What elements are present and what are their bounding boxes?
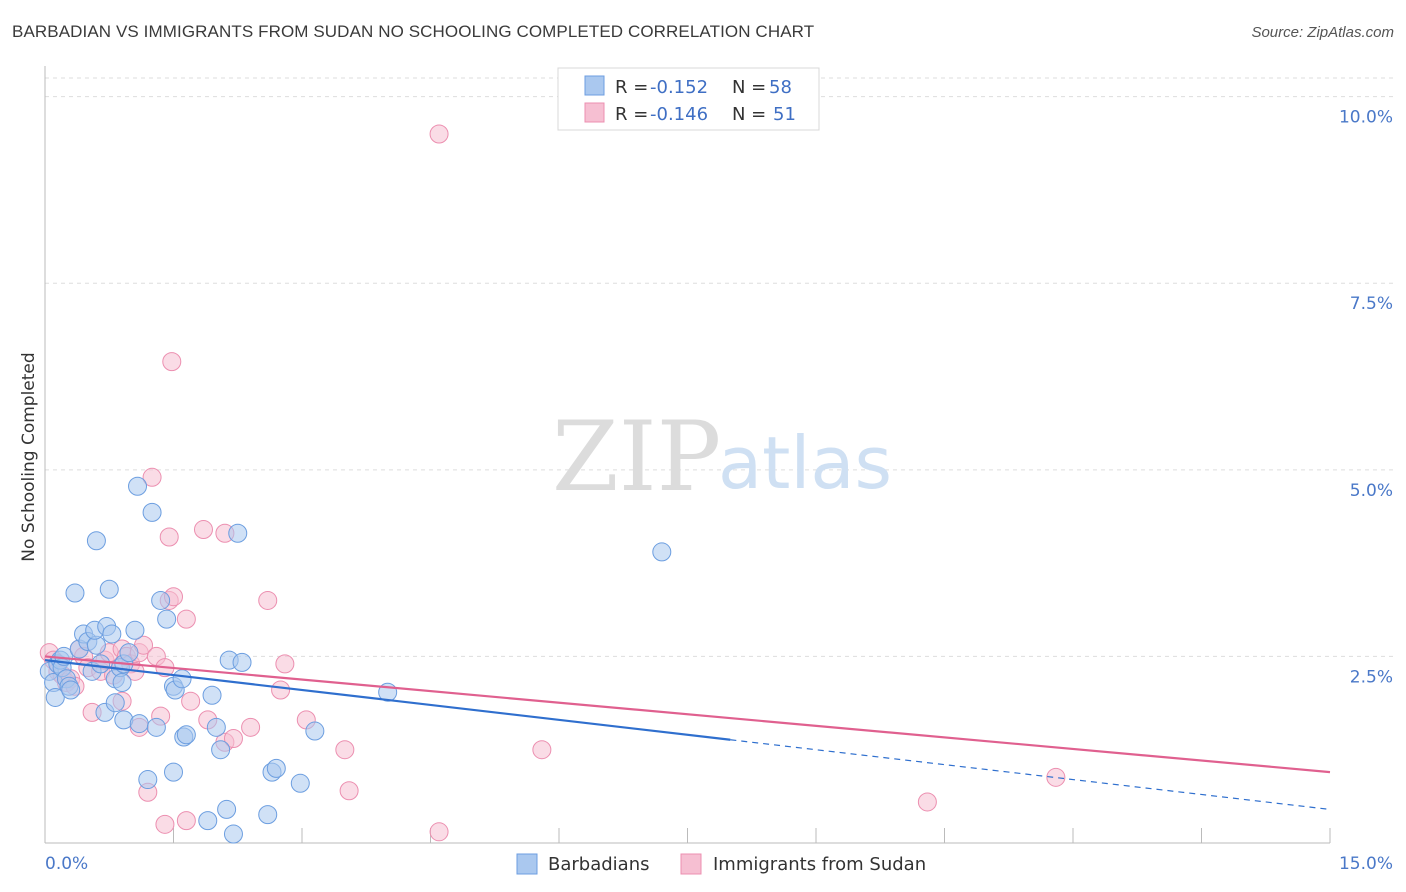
barbadian-point [211,740,231,760]
bottom-legend-label-sudan: Immigrants from Sudan [713,854,926,875]
sudan-point [223,729,243,749]
legend-r-label-2: R = [615,104,648,125]
legend-swatch-barbadians [584,75,605,96]
sudan-point [162,352,182,372]
trend-lines [44,655,1331,811]
barbadian-point [151,590,171,610]
sudan-point [159,527,179,547]
sudan-point [271,680,291,700]
sudan-point [193,520,213,540]
legend-swatch-sudan [584,102,605,123]
series-barbadians-points [39,476,672,844]
barbadian-point [202,685,222,705]
bottom-legend-label-barbadians: Barbadians [548,854,649,875]
barbadian-point [125,620,145,640]
y-axis-label: No Schooling Completed [19,352,39,561]
barbadian-point [146,717,166,737]
x-tick-labels: 0.0% 15.0% [45,854,1393,874]
legend-r-value-2: -0.146 [650,104,708,125]
y-tick-labels: 2.5% 5.0% 7.5% 10.0% [1339,108,1393,688]
legend-n-value-2: 51 [773,104,796,125]
barbadian-point [138,770,158,790]
x-tick-label: 15.0% [1339,854,1393,874]
barbadian-point [172,669,192,689]
barbadian-point [128,476,148,496]
legend-n-value-1: 58 [769,77,792,98]
barbadian-point [142,502,162,522]
barbadian-point [65,583,85,603]
x-tick-label: 0.0% [45,854,88,874]
sudan-point [429,822,449,842]
barbadian-point [176,725,196,745]
barbadian-point [61,680,81,700]
barbadian-point [266,758,286,778]
sudan-point [275,654,295,674]
watermark-atlas: atlas [718,421,892,505]
barbadian-point [223,824,243,844]
trend-line-barbadians-extension [730,739,1331,811]
sudan-point [1046,767,1066,787]
barbadian-point [45,687,65,707]
y-tick-label: 2.5% [1350,667,1393,687]
barbadian-point [99,579,119,599]
sudan-point [532,740,552,760]
sudan-point [142,467,162,487]
sudan-point [429,124,449,144]
legend-n-label-2: N = [732,104,766,125]
legend-r-label-1: R = [615,77,648,98]
sudan-point [241,717,261,737]
source-attribution: Source: ZipAtlas.com [1251,24,1394,41]
barbadian-point [206,717,226,737]
sudan-point [258,590,278,610]
legend-n-label-1: N = [732,77,766,98]
barbadian-point [157,609,177,629]
barbadian-point [258,805,278,825]
barbadian-point [112,673,132,693]
barbadian-point [102,624,122,644]
trend-line-sudan [44,655,1331,774]
barbadian-point [91,654,111,674]
barbadian-point [105,693,125,713]
sudan-point [917,792,937,812]
y-tick-label: 7.5% [1350,294,1393,314]
trend-line-barbadians [44,659,731,741]
legend-r-value-1: -0.152 [650,77,708,98]
sudan-point [176,609,196,629]
barbadian-point [129,714,149,734]
chart-title: BARBADIAN VS IMMIGRANTS FROM SUDAN NO SC… [12,22,815,41]
sudan-point [339,781,359,801]
barbadian-point [228,523,248,543]
barbadian-point [217,799,237,819]
barbadian-point [305,721,325,741]
barbadian-point [290,773,310,793]
bottom-legend-swatch-sudan [680,853,702,875]
barbadian-point [198,811,218,831]
barbadian-point [164,762,183,782]
stats-legend: R = -0.152 N = 58 R = -0.146 N = 51 [557,67,820,131]
grid-lines [45,77,1393,657]
barbadian-point [232,652,252,672]
sudan-point [181,691,201,711]
bottom-legend-swatch-barbadians [516,853,538,875]
y-tick-label: 5.0% [1350,481,1393,501]
barbadian-point [652,542,672,562]
watermark-zip: ZIP [552,401,721,513]
barbadian-point [86,531,106,551]
y-tick-label: 10.0% [1339,108,1393,128]
series-legend: Barbadians Immigrants from Sudan [516,853,926,875]
barbadian-point [119,643,139,663]
sudan-point [176,811,196,831]
sudan-point [155,814,175,834]
sudan-point [335,740,355,760]
